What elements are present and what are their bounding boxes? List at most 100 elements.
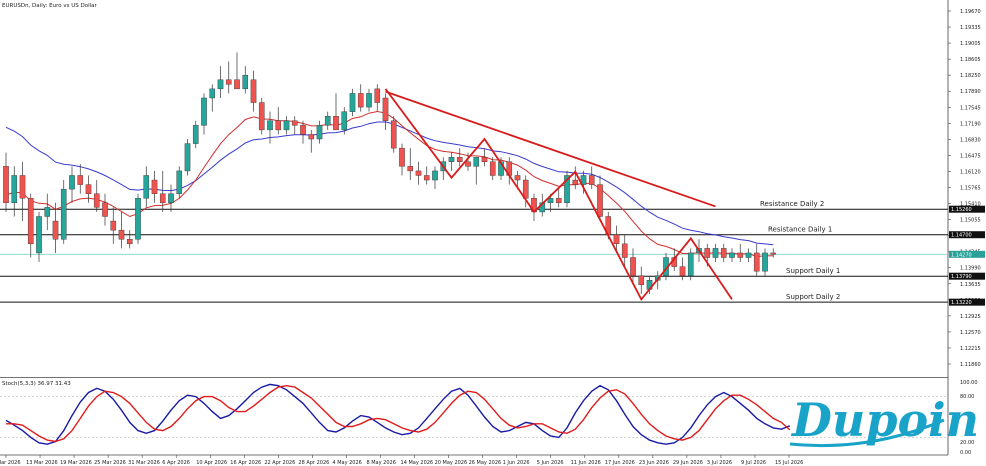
candle-body <box>308 134 315 140</box>
level-price-badge <box>949 205 985 213</box>
price-tick-label: 1.15055 <box>960 218 981 224</box>
axis-frame <box>0 0 949 456</box>
candle-body <box>192 125 199 144</box>
candle-body <box>333 116 339 131</box>
candle <box>217 66 224 98</box>
candle-body <box>720 248 727 258</box>
candle <box>630 248 636 285</box>
candle <box>465 152 471 171</box>
candle <box>382 93 389 130</box>
candle <box>3 152 9 212</box>
candle-body <box>19 175 26 199</box>
current-price-badge <box>949 250 985 258</box>
date-tick-label: 1 Jun 2026 <box>503 460 530 466</box>
candle <box>159 170 166 212</box>
candle-body <box>613 234 620 245</box>
price-tick-label: 1.16120 <box>960 169 981 175</box>
candle-body <box>341 111 348 131</box>
candle-body <box>52 220 59 240</box>
candle-body <box>366 93 372 108</box>
candle <box>324 111 331 130</box>
current-price-badge-text: 1.14270 <box>951 252 972 258</box>
price-tick-label: 1.15765 <box>960 186 981 192</box>
candle-body <box>184 143 191 172</box>
candle <box>423 166 430 185</box>
candle-body <box>159 193 166 204</box>
candle <box>19 161 26 222</box>
price-tick-label: 1.11860 <box>960 362 981 368</box>
candle-body <box>151 179 158 194</box>
candle <box>36 211 42 263</box>
candle <box>242 66 249 94</box>
candle <box>77 164 84 194</box>
candle-body <box>448 157 455 162</box>
ma-fast-line <box>5 110 774 258</box>
candle-body <box>597 184 603 217</box>
candle <box>52 202 59 253</box>
candle <box>209 84 216 112</box>
date-tick-label: 19 Mar 2026 <box>60 460 92 466</box>
candle <box>638 266 645 294</box>
candle-body <box>118 229 125 240</box>
candle-body <box>349 93 356 112</box>
price-tick-label: 1.13990 <box>960 266 981 272</box>
candle <box>572 166 579 190</box>
moving-averages <box>5 110 774 258</box>
candle <box>481 148 488 167</box>
date-tick-label: 31 Mar 2026 <box>128 460 160 466</box>
level-price-badge <box>949 298 985 306</box>
candle <box>250 70 257 112</box>
candle-body <box>580 175 587 185</box>
candle-body <box>258 102 265 131</box>
candle-body <box>143 175 150 199</box>
date-tick-label: 22 Apr 2026 <box>264 460 295 466</box>
candle <box>93 180 100 212</box>
candle <box>555 189 562 208</box>
price-tick-label: 1.19335 <box>960 25 981 31</box>
candle <box>275 107 282 135</box>
price-tick-label: 1.12570 <box>960 330 981 336</box>
candle <box>456 148 463 167</box>
candle <box>770 248 777 258</box>
candle <box>349 88 356 117</box>
date-tick-label: 10 Apr 2026 <box>196 460 227 466</box>
candle-body <box>407 166 414 172</box>
date-tick-label: 25 Mar 2026 <box>94 460 126 466</box>
date-tick-label: 17 Jun 2026 <box>605 460 635 466</box>
stoch-d-line <box>6 384 791 443</box>
date-tick-label: 9 Jul 2026 <box>741 460 766 466</box>
candle <box>432 166 438 190</box>
candle <box>258 97 265 135</box>
candle-body <box>621 243 628 258</box>
date-tick-label: 23 Jun 2026 <box>639 460 669 466</box>
candle <box>473 157 480 185</box>
date-tick-label: 6 Apr 2026 <box>162 460 190 466</box>
candle <box>225 61 232 94</box>
candle-body <box>704 248 711 258</box>
candle <box>687 248 694 281</box>
stoch-tick-label: 100.00 <box>960 380 978 386</box>
candle-body <box>201 97 207 126</box>
candle-body <box>126 239 133 245</box>
level-label: Support Daily 1 <box>786 267 840 275</box>
candle <box>192 120 199 149</box>
candle-body <box>547 198 554 204</box>
candle <box>745 248 752 263</box>
trendlines <box>384 88 733 302</box>
candle <box>44 193 51 231</box>
candle-body <box>729 252 735 258</box>
support-resistance-levels: Resistance Daily 2 Resistance Daily 1 Supp… <box>0 200 948 303</box>
candle <box>267 111 273 144</box>
candle <box>448 152 455 171</box>
candle <box>201 93 207 135</box>
candle-body <box>357 93 364 108</box>
price-axis: 1.19670 1.19335 1.19005 1.18605 1.18250 1.178… <box>948 9 985 456</box>
level-price-badge-text: 1.13790 <box>951 274 972 280</box>
candle-body <box>324 116 331 126</box>
candle <box>283 116 290 135</box>
candle-body <box>770 252 777 255</box>
candle-body <box>60 188 67 240</box>
candle-body <box>234 79 240 90</box>
